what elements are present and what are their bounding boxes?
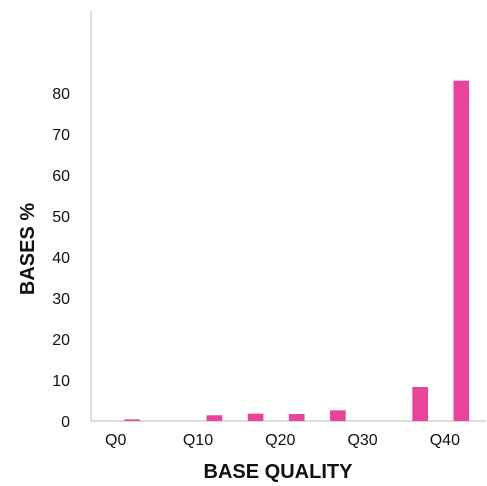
bar — [453, 80, 470, 421]
bar — [247, 413, 264, 421]
y-tick-label: 30 — [52, 291, 70, 308]
y-tick-label: 40 — [52, 250, 70, 267]
y-axis-title: BASES % — [17, 203, 39, 295]
bar — [288, 414, 305, 421]
bars — [124, 80, 470, 421]
bar — [124, 419, 140, 421]
x-tick-label: Q30 — [347, 432, 377, 449]
x-tick-label: Q10 — [183, 432, 213, 449]
y-axis: 0 10 20 30 40 50 60 70 80 — [52, 11, 92, 431]
x-axis: Q0 Q10 Q20 Q30 Q40 — [91, 420, 486, 449]
x-tick-label: Q0 — [105, 432, 126, 449]
x-axis-title: BASE QUALITY — [204, 461, 354, 483]
bar — [206, 415, 223, 421]
y-tick-label: 10 — [52, 373, 70, 390]
x-tick-label: Q40 — [430, 432, 460, 449]
y-tick-label: 70 — [52, 127, 70, 144]
y-tick-label: 20 — [52, 332, 70, 349]
y-tick-label: 0 — [61, 414, 70, 431]
bar — [412, 386, 428, 421]
y-tick-label: 50 — [52, 209, 70, 226]
x-tick-label: Q20 — [265, 432, 295, 449]
y-tick-label: 60 — [52, 168, 70, 185]
y-tick-label: 80 — [52, 86, 70, 103]
bar — [330, 410, 346, 421]
